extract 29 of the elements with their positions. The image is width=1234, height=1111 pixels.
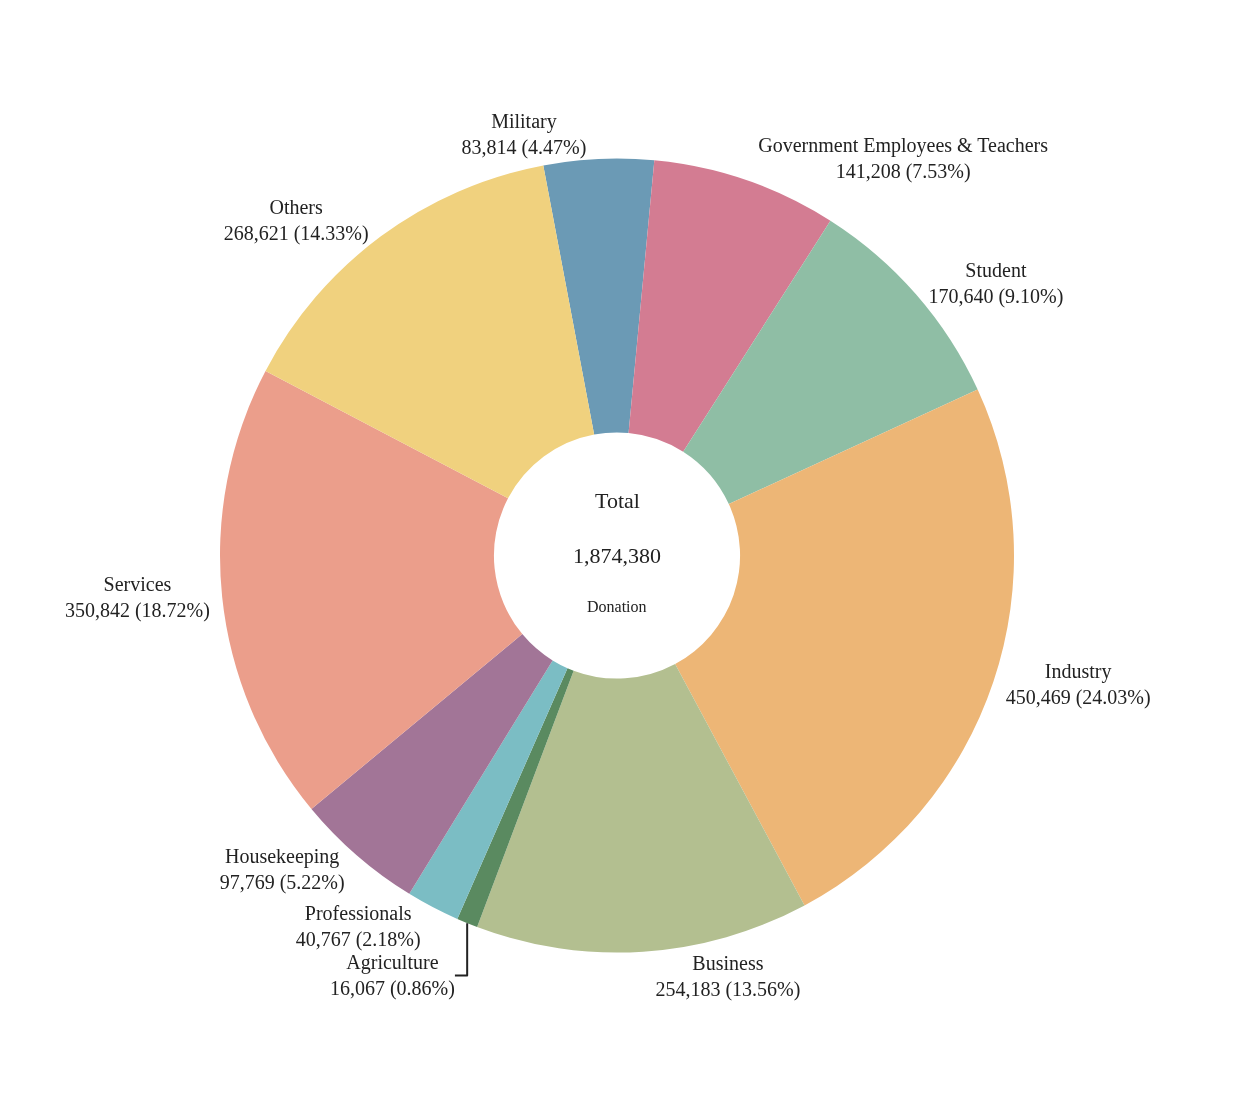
text: 1,874,380 <box>573 543 661 568</box>
slice-label: Agriculture <box>346 950 439 974</box>
data-label: 170,640 (9.10%) <box>928 285 1064 309</box>
donut-slice <box>477 663 805 953</box>
slice-label: Industry <box>1044 659 1112 683</box>
data-label: 268,621 (14.33%) <box>223 222 369 246</box>
data-label: 97,769 (5.22%) <box>219 870 345 894</box>
slice-label: Housekeeping <box>224 844 340 868</box>
donut-slice <box>409 660 568 919</box>
data-label: 16,067 (0.86%) <box>329 976 455 1000</box>
text: Total <box>595 488 640 513</box>
data-label: 141,208 (7.53%) <box>835 159 971 183</box>
text: Donation <box>587 598 647 615</box>
donut-slice <box>220 370 523 809</box>
data-label: 40,767 (2.18%) <box>295 927 421 951</box>
data-label: 350,842 (18.72%) <box>64 598 210 622</box>
slice-label: Student <box>965 259 1027 282</box>
slice-label: Professionals <box>304 901 412 924</box>
slice-label: Services <box>103 572 172 595</box>
data-label: 254,183 (13.56%) <box>655 977 801 1001</box>
data-label: 83,814 (4.47%) <box>461 135 587 159</box>
data-label: 450,469 (24.03%) <box>1005 685 1151 709</box>
donut-slice <box>628 160 831 452</box>
donut-slice <box>457 668 574 928</box>
donut-slice <box>543 158 655 435</box>
slice-label: Others <box>269 196 324 219</box>
slice-label: Business <box>692 951 764 974</box>
slice-label: Military <box>491 109 557 133</box>
slice-label: Government Employees & Teachers <box>758 133 1049 157</box>
